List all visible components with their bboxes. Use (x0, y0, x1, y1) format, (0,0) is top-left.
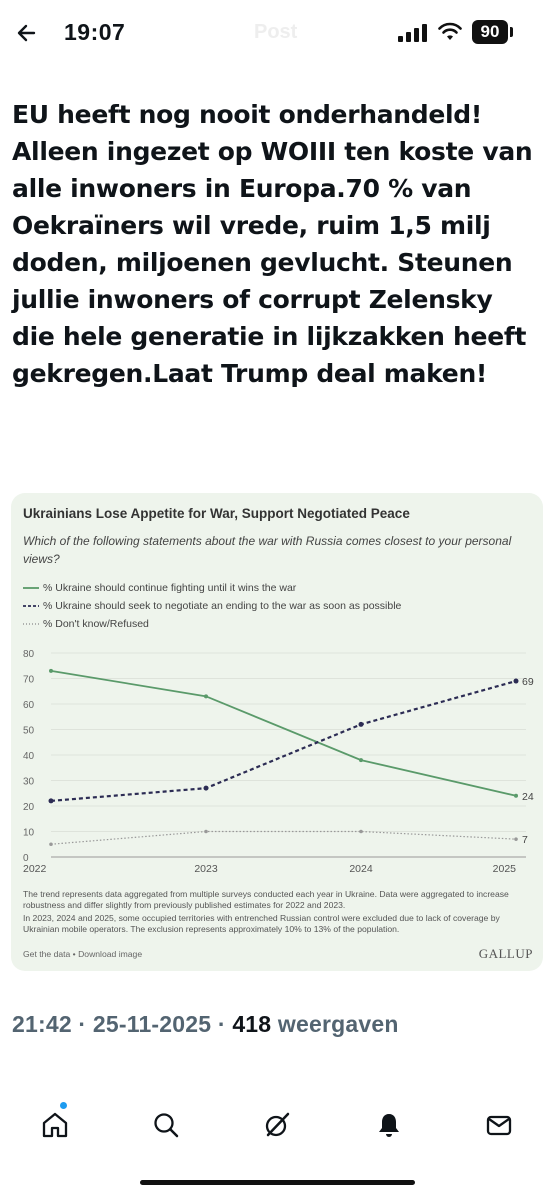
legend-item-fight: % Ukraine should continue fighting until… (23, 579, 401, 597)
x-tick-label: 2025 (493, 863, 517, 875)
chart-notes: The trend represents data aggregated fro… (23, 889, 535, 937)
legend-dashed-line-icon (23, 605, 39, 607)
gallup-logo: GALLUP (478, 946, 533, 961)
bottom-navigation (0, 1098, 555, 1154)
data-label: 69 (522, 676, 534, 688)
x-tick-label: 2022 (23, 863, 47, 875)
line-chart: 0 10 20 30 40 50 60 70 80 2022 2023 2024 2025 24 69 7 (23, 649, 534, 875)
grok-icon[interactable] (262, 1110, 292, 1140)
chart-note-1: The trend represents data aggregated fro… (23, 889, 509, 910)
legend-label-dontknow: % Don't know/Refused (43, 618, 149, 630)
views-label: weergaven (271, 1011, 399, 1037)
legend-item-dontknow: % Don't know/Refused (23, 615, 401, 633)
home-notification-dot (60, 1102, 67, 1109)
chart-links: Get the data • Download image (23, 949, 143, 959)
battery-icon: 90 (472, 20, 508, 44)
legend-solid-line-icon (23, 587, 39, 589)
messages-icon[interactable] (484, 1110, 514, 1140)
notifications-icon[interactable] (374, 1110, 404, 1140)
y-tick-label: 60 (23, 700, 35, 711)
legend-dotted-line-icon (23, 623, 39, 625)
post-time: 21:42 (12, 1011, 72, 1037)
status-time: 19:07 (64, 19, 126, 45)
y-tick-label: 20 (23, 802, 35, 813)
chart-title: Ukrainians Lose Appetite for War, Suppor… (23, 506, 410, 521)
data-label: 24 (522, 791, 534, 803)
post-text: EU heeft nog nooit onderhandeld! Alleen … (12, 100, 533, 388)
battery-tip (510, 27, 513, 37)
data-point (203, 785, 209, 791)
search-icon[interactable] (151, 1110, 181, 1140)
legend-label-negotiate: % Ukraine should seek to negotiate an en… (43, 600, 402, 612)
data-point (48, 798, 54, 804)
y-tick-label: 80 (23, 649, 35, 660)
chart-image[interactable]: Ukrainians Lose Appetite for War, Suppor… (11, 493, 543, 971)
legend-item-negotiate: % Ukraine should seek to negotiate an en… (23, 597, 401, 615)
y-tick-label: 10 (23, 828, 35, 839)
data-point (49, 668, 53, 673)
y-tick-label: 40 (23, 751, 35, 762)
meta-separator: · (211, 1011, 233, 1037)
y-tick-label: 30 (23, 777, 35, 788)
data-label: 7 (522, 834, 528, 846)
home-indicator (140, 1180, 415, 1185)
data-point (359, 758, 363, 763)
chart-note-2: In 2023, 2024 and 2025, some occupied te… (23, 913, 500, 934)
back-arrow-icon[interactable] (14, 20, 40, 46)
wifi-icon (438, 22, 462, 40)
x-tick-label: 2024 (349, 863, 373, 875)
y-tick-label: 0 (23, 853, 29, 864)
faded-header-title: Post (254, 21, 298, 43)
data-point (359, 829, 363, 834)
views-count: 418 (232, 1011, 272, 1037)
post-date: 25-11-2025 (92, 1011, 212, 1037)
post-meta: 21:42 · 25-11-2025 · 418 weergaven (12, 1011, 399, 1038)
data-point (49, 842, 53, 847)
series-line-fight (50, 669, 517, 797)
y-tick-label: 50 (23, 726, 35, 737)
meta-separator: · (71, 1011, 93, 1037)
data-point (513, 678, 519, 684)
status-bar: 19:07 Post 90 (0, 0, 555, 62)
chart-subtitle: Which of the following statements about … (23, 534, 512, 566)
cellular-signal-icon (398, 24, 427, 42)
data-point (514, 837, 518, 841)
home-icon[interactable] (40, 1110, 70, 1140)
data-point (358, 721, 364, 727)
chart-legend: % Ukraine should continue fighting until… (23, 579, 401, 633)
series-line-dontknow (50, 830, 517, 845)
x-tick-label: 2023 (194, 863, 218, 875)
data-point (204, 694, 208, 699)
data-point (204, 829, 208, 834)
data-point (514, 793, 518, 798)
y-tick-label: 70 (23, 675, 35, 686)
legend-label-fight: % Ukraine should continue fighting until… (43, 582, 297, 594)
series-line-negotiate (50, 679, 517, 802)
